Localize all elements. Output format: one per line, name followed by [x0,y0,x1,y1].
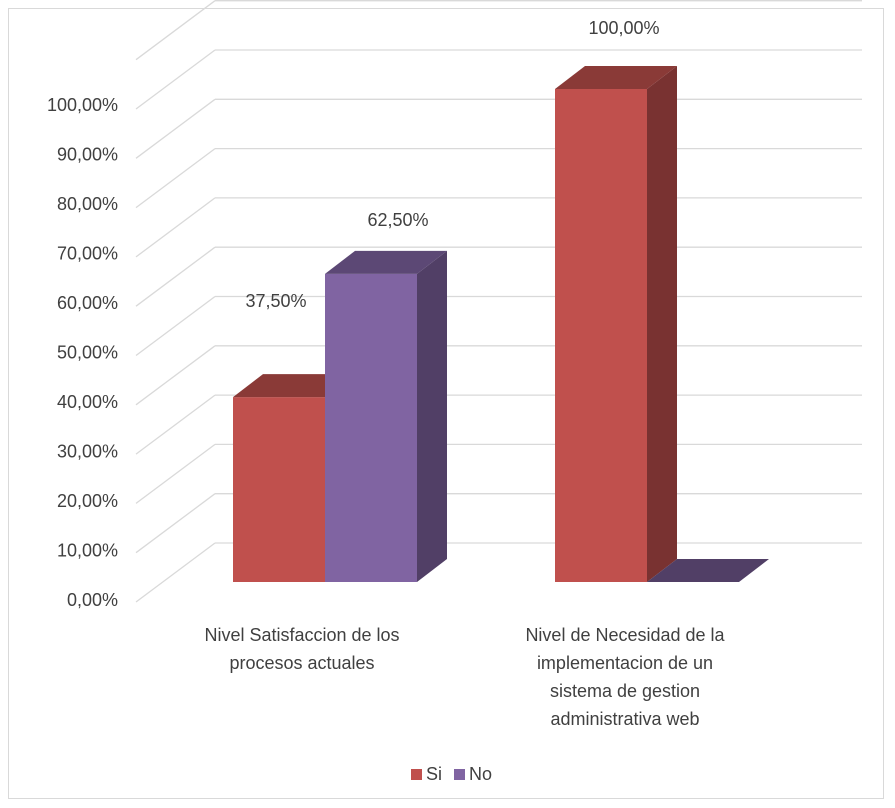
data-label: 100,00% [588,18,659,38]
bar-si-front [555,89,647,582]
floor-gridline [135,246,216,307]
floor-gridline [135,49,216,110]
y-tick-label: 50,00% [57,343,118,363]
category-label: procesos actuales [229,653,374,673]
legend-label-si[interactable]: Si [426,764,442,784]
y-tick-label: 90,00% [57,145,118,165]
floor-gridline [135,0,216,61]
category-label: implementacion de un [537,653,713,673]
y-tick-label: 60,00% [57,293,118,313]
legend-swatch-si [411,769,422,780]
bar-si-front [233,397,325,582]
floor-gridline [135,542,216,603]
bar-no-top [325,250,447,274]
labels: 0,00% 10,00% 20,00% 30,00% 40,00% 50,00% 60,00… [47,18,726,729]
bar-no-front [325,273,417,582]
y-tick-label: 80,00% [57,194,118,214]
floor-gridline [135,493,216,554]
category-label: Nivel Satisfaccion de los [204,625,399,645]
bars [233,66,769,582]
category-label: Nivel de Necesidad de la [525,625,725,645]
legend[interactable]: Si No [411,764,492,784]
floor-gridline [135,197,216,258]
floor-gridline [135,148,216,209]
bar-si-top [233,374,355,398]
y-tick-label: 10,00% [57,541,118,561]
y-tick-label: 30,00% [57,442,118,462]
bar-si-top [555,66,677,89]
legend-swatch-no [454,769,465,780]
category-label: administrativa web [550,709,699,729]
y-tick-label: 100,00% [47,95,118,115]
bar-si-side [647,66,677,582]
category-label: sistema de gestion [550,681,700,701]
floor-gridline [135,394,216,455]
bar-no-side [417,250,447,582]
y-tick-label: 20,00% [57,491,118,511]
bar-no-flat [647,559,769,582]
y-tick-label: 40,00% [57,392,118,412]
floor-gridline [135,98,216,159]
y-tick-label: 70,00% [57,244,118,264]
legend-label-no[interactable]: No [469,764,492,784]
floor-gridline [135,345,216,406]
data-label: 37,50% [245,291,306,311]
floor-gridline [135,295,216,357]
data-label: 62,50% [367,210,428,230]
gridlines [135,0,862,603]
floor-gridline [135,443,216,504]
y-tick-label: 0,00% [67,590,118,610]
